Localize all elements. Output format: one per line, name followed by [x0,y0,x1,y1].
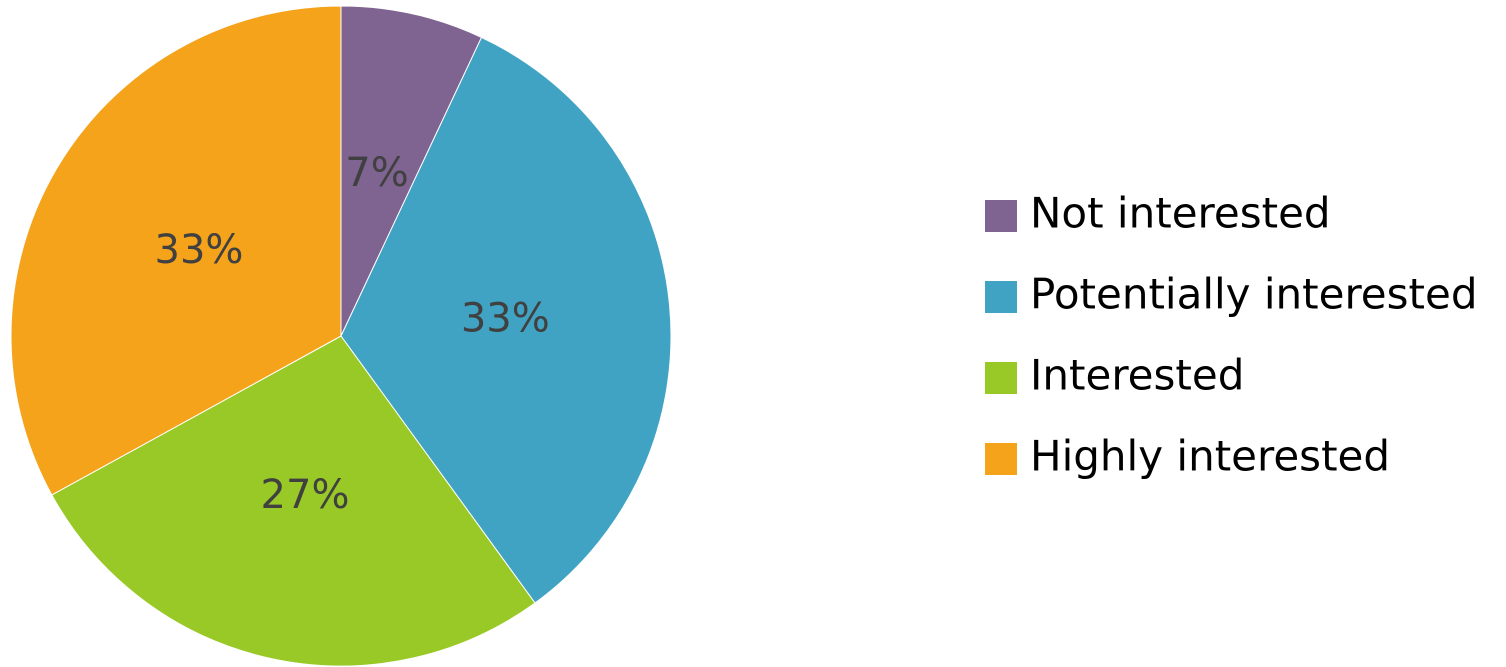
legend-label: Highly interested [1030,432,1390,481]
pie-slice [10,5,342,496]
slice-label: 33% [155,227,244,273]
legend-swatch [985,362,1017,394]
legend-swatch [985,281,1017,313]
pie-slice [340,36,672,604]
legend-label: Interested [1030,351,1244,400]
slice-label: 7% [345,150,408,196]
legend-swatch [985,200,1017,232]
pie-slice [340,5,483,337]
slice-label: 27% [261,472,350,518]
slice-label: 33% [461,295,550,341]
legend-label: Not interested [1030,189,1331,238]
legend-swatch [985,443,1017,475]
pie-slice [51,335,536,667]
legend-label: Potentially interested [1030,270,1478,319]
